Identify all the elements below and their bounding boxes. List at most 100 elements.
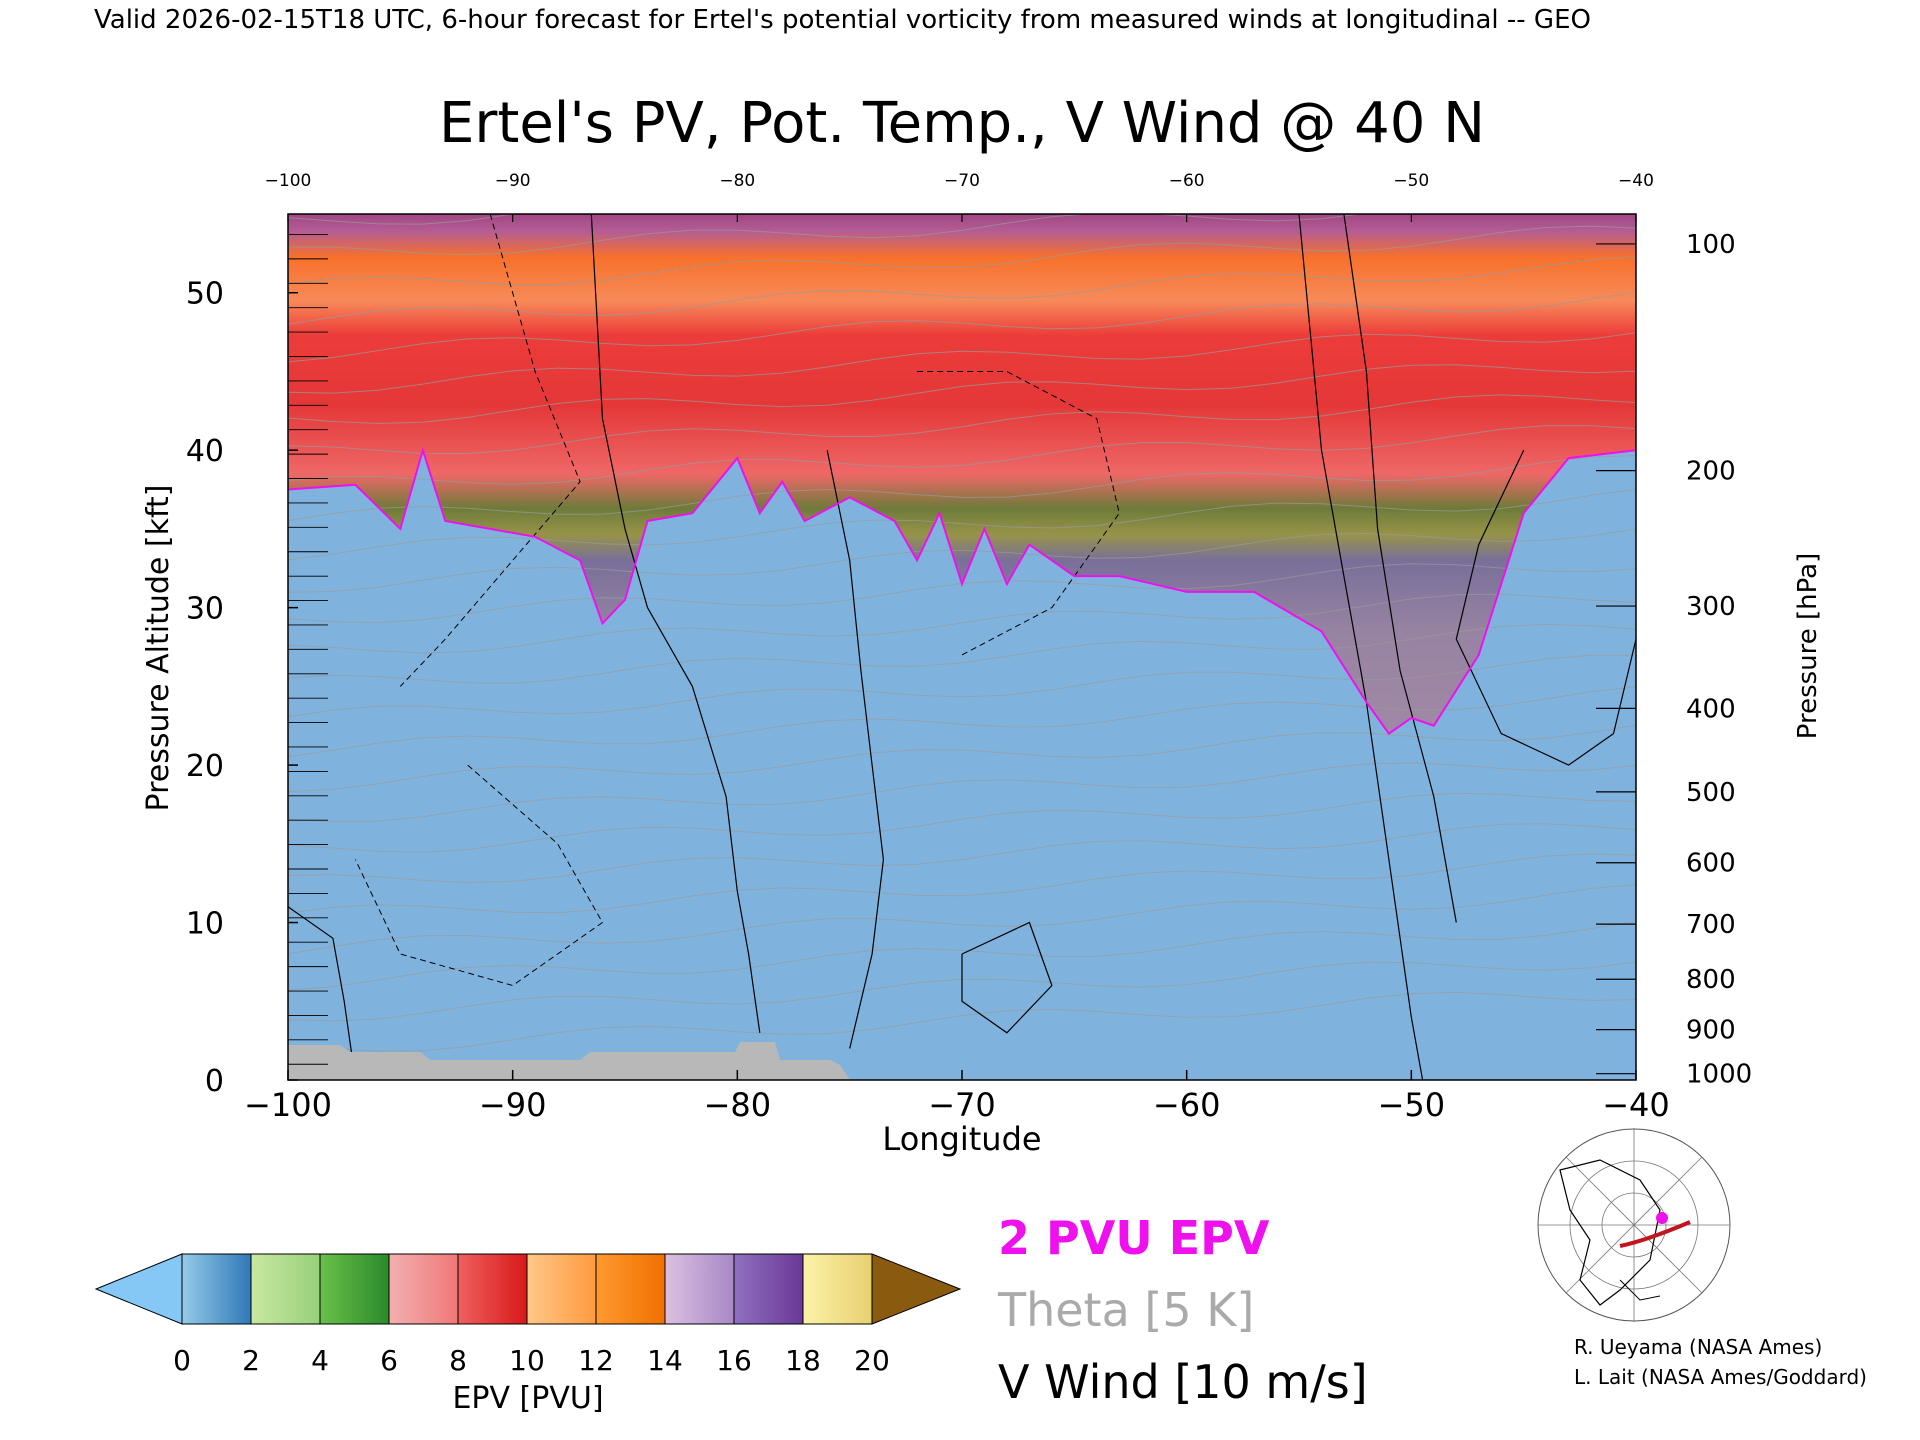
v-wind-contour-line — [1343, 214, 1457, 923]
credit-line-1: R. Ueyama (NASA Ames) — [1574, 1335, 1822, 1359]
location-marker-icon — [1656, 1212, 1668, 1224]
y-left-tick-label: 20 — [186, 749, 224, 784]
y-right-tick-label: 100 — [1686, 230, 1736, 260]
theta-contour-line — [288, 394, 1636, 455]
colorbar-segment — [181, 1253, 252, 1325]
theta-contour-line — [288, 623, 1636, 684]
theta-contour-line — [288, 364, 1636, 425]
theta-contour-line — [288, 455, 1636, 522]
x-axis-label: Longitude — [882, 1120, 1041, 1158]
x-tick-label: −70 — [928, 1086, 996, 1124]
y-left-tick-label: 40 — [186, 434, 224, 469]
y-right-tick-label: 500 — [1686, 778, 1736, 808]
x-top-tick-label: −60 — [1169, 171, 1205, 191]
colorbar-segment — [664, 1253, 735, 1325]
theta-contour-line — [288, 256, 1636, 325]
theta-contour-line — [288, 225, 1636, 286]
x-top-tick-label: −90 — [495, 171, 531, 191]
y-left-tick-label: 30 — [186, 592, 224, 627]
y-axis-right-label: Pressure [hPa] — [1793, 553, 1823, 740]
x-tick-label: −60 — [1153, 1086, 1221, 1124]
header-text: Valid 2026-02-15T18 UTC, 6-hour forecast… — [94, 5, 1591, 35]
colorbar-tick-label: 14 — [647, 1344, 683, 1377]
y-right-tick-label: 1000 — [1686, 1060, 1752, 1090]
y-right-tick-label: 300 — [1686, 592, 1736, 622]
y-left-tick-label: 50 — [186, 277, 224, 312]
x-tick-label: −40 — [1602, 1086, 1670, 1124]
y-right-tick-label: 600 — [1686, 849, 1736, 879]
theta-contour-line — [288, 332, 1636, 394]
x-top-tick-label: −100 — [265, 171, 312, 191]
theta-contour-line — [288, 654, 1636, 718]
colorbar-tick-label: 20 — [854, 1344, 890, 1377]
terrain-mask — [288, 1042, 850, 1080]
v-wind-contour-negative — [354, 764, 604, 987]
y-axis-left: 0 10 20 30 40 50 — [186, 234, 328, 1099]
v-wind-contour-line — [1455, 449, 1636, 766]
x-tick-label: −80 — [704, 1086, 772, 1124]
inset-map — [1537, 1128, 1731, 1322]
y-right-tick-label: 400 — [1686, 694, 1736, 724]
x-top-tick-label: −50 — [1393, 171, 1429, 191]
colorbar-tick-label: 16 — [716, 1344, 752, 1377]
colorbar-segment — [388, 1253, 459, 1325]
theta-contour-line — [288, 425, 1636, 485]
theta-contour-line — [288, 686, 1636, 758]
x-tick-label: −100 — [244, 1086, 332, 1124]
v-wind-contour-line — [826, 450, 885, 1049]
theta-contour-line — [288, 528, 1636, 593]
theta-contour-line — [288, 823, 1636, 884]
credit-line-2: L. Lait (NASA Ames/Goddard) — [1574, 1365, 1867, 1389]
x-tick-label: −50 — [1378, 1086, 1446, 1124]
x-top-tick-label: −80 — [719, 171, 755, 191]
theta-contour-line — [288, 593, 1636, 654]
x-top-tick-label: −70 — [944, 171, 980, 191]
colorbar-segment — [457, 1253, 528, 1325]
v-wind-contour-line — [288, 906, 356, 1080]
x-axis-bottom: −100 −90 −80 −70 −60 −50 −40 — [244, 1070, 1670, 1124]
colorbar-tick-label: 4 — [311, 1344, 329, 1377]
theta-contour-line — [288, 724, 1636, 792]
v-wind-contour-line — [590, 214, 761, 1033]
y-axis-right: 100 200 300 400 500 600 700 800 900 1000 — [1596, 230, 1752, 1090]
theta-contour-line — [288, 488, 1636, 561]
colorbar-tick-label: 6 — [380, 1344, 398, 1377]
colorbar-under-arrow — [94, 1253, 183, 1325]
colorbar-tick-label: 10 — [509, 1344, 545, 1377]
colorbar-segment — [526, 1253, 597, 1325]
x-top-tick-label: −40 — [1618, 171, 1654, 191]
y-left-tick-label: 0 — [205, 1064, 224, 1099]
theta-contour-line — [288, 884, 1636, 955]
v-wind-contour-line — [961, 921, 1053, 1034]
theta-contour-line — [288, 291, 1636, 363]
colorbar-segment — [802, 1253, 873, 1325]
theta-contour-line — [288, 991, 1636, 1052]
v-wind-contour-negative — [399, 214, 581, 687]
v-wind-contour-negative — [917, 371, 1120, 656]
plot-area — [288, 214, 1636, 1080]
theta-contour-line — [288, 214, 1365, 256]
x-axis-top: −100 −90 −80 −70 −60 −50 −40 — [265, 171, 1654, 222]
colorbar-tick-label: 2 — [242, 1344, 260, 1377]
theta-contour-line — [288, 762, 1636, 823]
colorbar-segment — [319, 1253, 390, 1325]
theta-contours — [288, 214, 1636, 1052]
legend-theta: Theta [5 K] — [997, 1283, 1254, 1337]
colorbar-label: EPV [PVU] — [452, 1381, 603, 1416]
legend-epv: 2 PVU EPV — [998, 1211, 1270, 1265]
y-right-tick-label: 800 — [1686, 965, 1736, 995]
colorbar-tick-label: 12 — [578, 1344, 614, 1377]
colorbar-tick-label: 18 — [785, 1344, 821, 1377]
colorbar-over-arrow — [871, 1253, 962, 1325]
theta-contour-line — [288, 853, 1636, 914]
colorbar-segment — [250, 1253, 321, 1325]
chart-title: Ertel's PV, Pot. Temp., V Wind @ 40 N — [439, 91, 1485, 156]
troposphere-fill — [288, 450, 1636, 1080]
colorbar-tick-label: 0 — [173, 1344, 191, 1377]
colorbar: 0 2 4 6 8 10 12 14 16 18 20 — [94, 1253, 962, 1377]
y-right-tick-label: 700 — [1686, 910, 1736, 940]
tropopause-2pvu-line — [288, 446, 1636, 735]
stratosphere-fill — [288, 214, 1636, 734]
colorbar-tick-label: 8 — [449, 1344, 467, 1377]
